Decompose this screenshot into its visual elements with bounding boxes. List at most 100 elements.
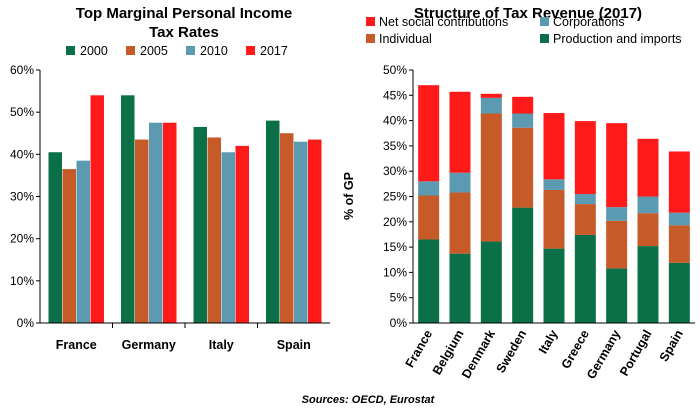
- bar-segment-sweden-individual: [512, 127, 534, 208]
- bar-segment-belgium-corporations: [449, 172, 471, 193]
- bar-france-2010: [76, 160, 90, 323]
- legend-swatch-individual: [366, 34, 375, 43]
- y-tick-label: 0%: [17, 316, 35, 330]
- y-tick-label: 35%: [383, 139, 407, 153]
- bar-segment-sweden-corporations: [512, 113, 534, 128]
- bar-segment-belgium-individual: [449, 192, 471, 254]
- y-tick-label: 40%: [383, 114, 407, 128]
- right-chart-plot-area: 0%5%10%15%20%25%30%35%40%45%50%FranceBel…: [383, 63, 695, 381]
- bar-italy-2000: [193, 126, 207, 323]
- bar-segment-italy-corporations: [543, 179, 565, 190]
- y-tick-label: 50%: [383, 63, 407, 77]
- bar-segment-denmark-corporations: [480, 97, 502, 114]
- bar-france-2000: [48, 152, 62, 323]
- y-tick-label: 25%: [383, 190, 407, 204]
- y-tick-label: 30%: [10, 190, 34, 204]
- legend-swatch-production-and-imports: [540, 34, 549, 43]
- y-tick-label: 60%: [10, 63, 34, 77]
- bar-italy-2005: [207, 137, 221, 323]
- bar-france-2017: [90, 95, 104, 323]
- bar-segment-portugal-individual: [637, 213, 659, 247]
- legend-label-2005: 2005: [140, 44, 168, 58]
- legend-swatch-2017: [246, 46, 255, 55]
- bar-segment-france-corporations: [418, 181, 440, 196]
- bar-segment-italy-net-social-contributions: [543, 113, 565, 180]
- bar-segment-germany-corporations: [606, 207, 628, 221]
- legend-label-corporations: Corporations: [553, 15, 625, 29]
- y-tick-label: 10%: [10, 274, 34, 288]
- legend-swatch-corporations: [540, 17, 549, 26]
- x-category-label: Italy: [209, 338, 234, 352]
- legend-label-2000: 2000: [80, 44, 108, 58]
- bar-segment-italy-individual: [543, 189, 565, 249]
- bar-segment-belgium-production-and-imports: [449, 253, 471, 323]
- bar-germany-2000: [121, 95, 135, 323]
- bar-segment-greece-corporations: [574, 193, 596, 205]
- x-category-label: France: [403, 327, 436, 370]
- legend-label-net-social-contributions: Net social contributions: [379, 15, 508, 29]
- bar-segment-sweden-net-social-contributions: [512, 96, 534, 114]
- bar-segment-denmark-net-social-contributions: [480, 93, 502, 98]
- y-tick-label: 10%: [383, 265, 407, 279]
- bar-segment-denmark-individual: [480, 113, 502, 242]
- x-category-label: Sweden: [494, 328, 530, 376]
- legend-swatch-2010: [186, 46, 195, 55]
- legend-label-2017: 2017: [260, 44, 288, 58]
- x-category-label: France: [56, 338, 97, 352]
- bar-spain-2005: [280, 133, 294, 323]
- bar-segment-greece-net-social-contributions: [574, 121, 596, 194]
- legend-swatch-2005: [126, 46, 135, 55]
- x-category-label: Greece: [559, 327, 592, 371]
- bar-segment-france-net-social-contributions: [418, 85, 440, 182]
- y-tick-label: 30%: [383, 164, 407, 178]
- right-chart-y-axis-label: % of GP: [342, 172, 356, 220]
- bar-germany-2017: [163, 122, 177, 323]
- bar-segment-germany-individual: [606, 220, 628, 269]
- y-tick-label: 0%: [390, 316, 408, 330]
- legend-label-individual: Individual: [379, 32, 432, 46]
- bar-segment-italy-production-and-imports: [543, 248, 565, 323]
- legend-label-production-and-imports: Production and imports: [553, 32, 682, 46]
- bar-segment-denmark-production-and-imports: [480, 241, 502, 323]
- y-tick-label: 40%: [10, 147, 34, 161]
- x-category-label: Italy: [536, 327, 561, 356]
- x-category-label: Spain: [277, 338, 311, 352]
- bar-segment-spain-corporations: [668, 212, 690, 226]
- y-tick-label: 20%: [10, 232, 34, 246]
- tax-revenue-structure-chart: Structure of Tax Revenue (2017) Net soci…: [342, 5, 695, 381]
- bar-segment-germany-net-social-contributions: [606, 123, 628, 208]
- top-marginal-tax-rates-chart: Top Marginal Personal Income Tax Rates 2…: [10, 5, 330, 352]
- y-tick-label: 45%: [383, 88, 407, 102]
- left-chart-plot-area: 0% 10% 20% 30% 40% 50% 60% France Germany Italy Sp…: [10, 63, 330, 352]
- y-tick-label: 20%: [383, 215, 407, 229]
- bar-segment-spain-individual: [668, 225, 690, 263]
- x-category-label: Spain: [657, 328, 686, 364]
- x-category-label: Germany: [122, 338, 176, 352]
- bar-segment-greece-individual: [574, 204, 596, 235]
- legend-swatch-2000: [66, 46, 75, 55]
- bar-segment-france-production-and-imports: [418, 239, 440, 323]
- bar-segment-germany-production-and-imports: [606, 268, 628, 323]
- y-tick-label: 50%: [10, 105, 34, 119]
- bar-spain-2017: [308, 139, 322, 323]
- bar-segment-portugal-production-and-imports: [637, 246, 659, 323]
- bar-france-2005: [62, 169, 76, 323]
- bar-spain-2010: [294, 141, 308, 323]
- bar-segment-spain-production-and-imports: [668, 262, 690, 323]
- bar-germany-2010: [149, 122, 163, 323]
- legend-label-2010: 2010: [200, 44, 228, 58]
- bar-segment-spain-net-social-contributions: [668, 151, 690, 213]
- bar-spain-2000: [266, 120, 280, 323]
- source-note: Sources: OECD, Eurostat: [302, 394, 436, 406]
- y-tick-label: 15%: [383, 240, 407, 254]
- bar-italy-2010: [221, 152, 235, 323]
- bar-segment-belgium-net-social-contributions: [449, 91, 471, 173]
- bar-segment-france-individual: [418, 195, 440, 240]
- bar-segment-sweden-production-and-imports: [512, 207, 534, 323]
- bar-germany-2005: [135, 139, 149, 323]
- left-chart-title-line-1: Top Marginal Personal Income: [76, 5, 292, 22]
- bar-segment-portugal-corporations: [637, 196, 659, 214]
- bar-segment-greece-production-and-imports: [574, 234, 596, 323]
- legend-swatch-net-social-contributions: [366, 17, 375, 26]
